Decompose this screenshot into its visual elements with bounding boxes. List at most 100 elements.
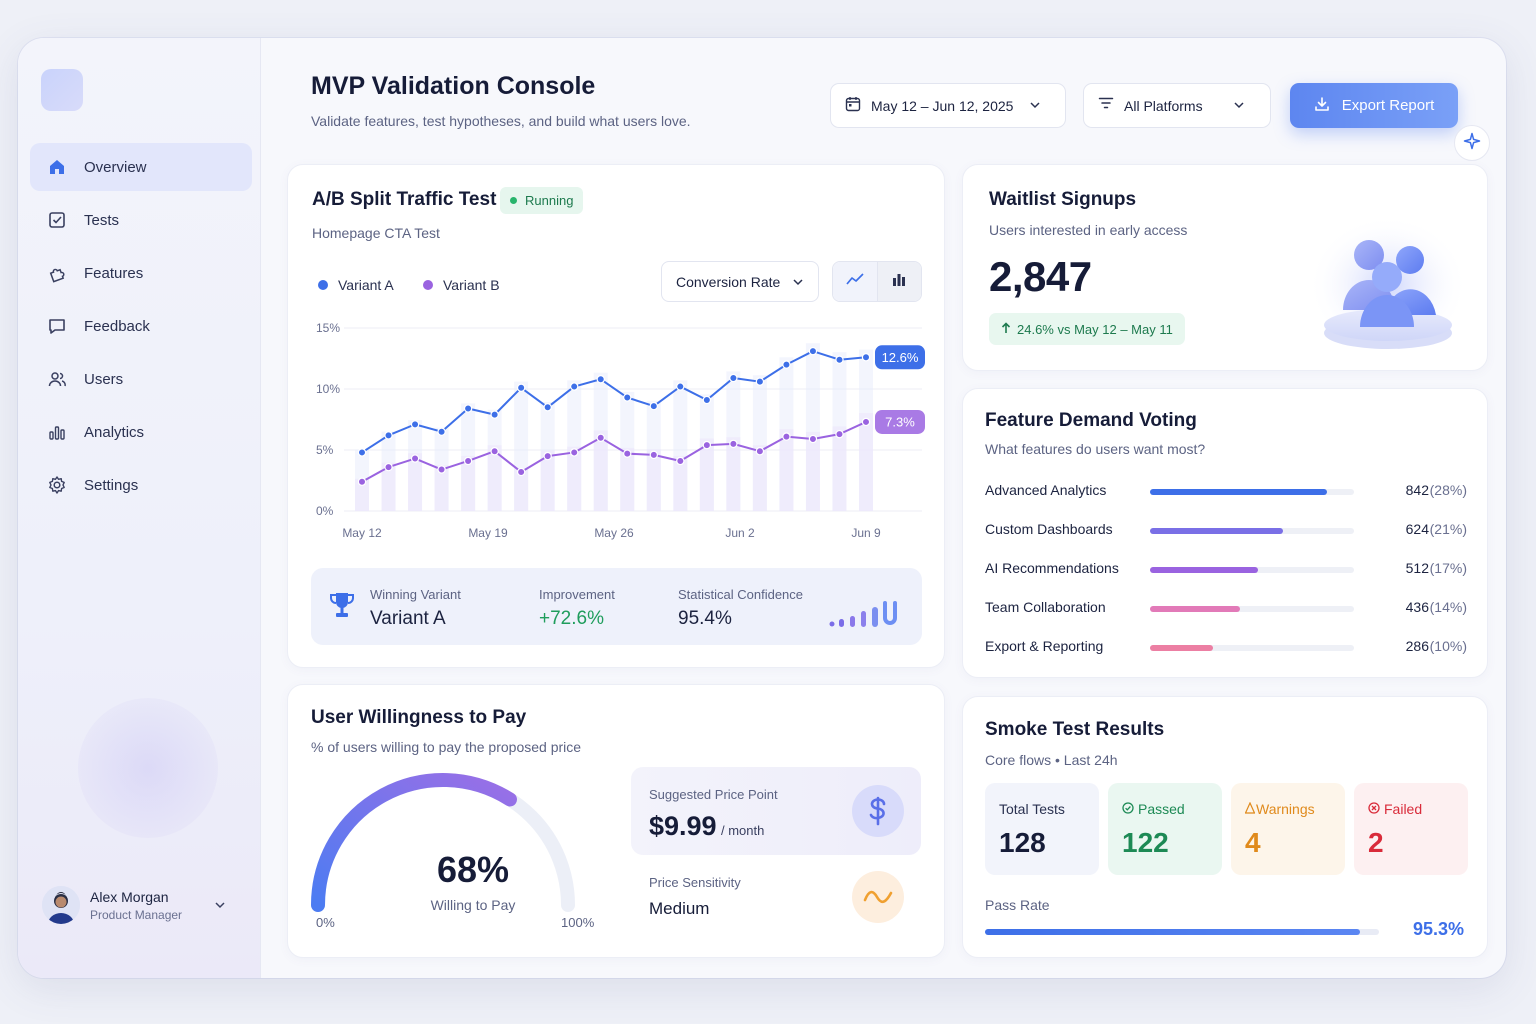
sidebar-item-analytics[interactable]: Analytics [30, 408, 252, 456]
data-point[interactable] [570, 448, 579, 457]
improvement-label: Improvement [539, 587, 615, 602]
voting-row-count: 512 [1405, 560, 1429, 576]
background-bar-b [434, 465, 449, 511]
export-report-button[interactable]: Export Report [1290, 83, 1458, 128]
data-point[interactable] [463, 404, 473, 413]
data-point[interactable] [384, 431, 393, 440]
sidebar-item-tests[interactable]: Tests [30, 196, 252, 244]
data-point[interactable] [782, 360, 791, 369]
background-bar-b [381, 462, 396, 511]
voting-row-track [1150, 489, 1354, 495]
data-point[interactable] [649, 401, 658, 411]
data-point[interactable] [729, 439, 738, 449]
line-chart-toggle[interactable] [833, 262, 877, 301]
check-circle-icon [1122, 801, 1134, 817]
voting-row[interactable]: AI Recommendations 512 (17%) [985, 559, 1467, 579]
data-point[interactable] [676, 456, 685, 466]
data-point[interactable] [755, 447, 765, 456]
waitlist-trend: 24.6% vs May 12 – May 11 [989, 313, 1185, 345]
data-point[interactable] [463, 456, 473, 466]
voting-row[interactable]: Custom Dashboards 624 (21%) [985, 520, 1467, 540]
willingness-subtitle: % of users willing to pay the proposed p… [311, 739, 582, 755]
data-point[interactable] [543, 451, 552, 461]
data-point[interactable] [410, 420, 420, 429]
voting-row-percent: (17%) [1429, 560, 1467, 576]
voting-row[interactable]: Advanced Analytics 842 (28%) [985, 481, 1467, 501]
chevron-down-icon [1029, 98, 1041, 114]
data-point[interactable] [702, 395, 712, 405]
background-bar-b [408, 453, 423, 511]
data-point[interactable] [729, 373, 738, 383]
data-point[interactable] [835, 355, 844, 364]
date-range-label: May 12 – Jun 12, 2025 [871, 97, 1014, 114]
data-point[interactable] [357, 477, 367, 486]
calendar-icon [845, 96, 861, 115]
user-profile[interactable]: Alex Morgan Product Manager [42, 886, 242, 924]
data-point[interactable] [835, 429, 844, 439]
sidebar-item-settings[interactable]: Settings [30, 461, 252, 509]
data-point[interactable] [490, 447, 499, 456]
voting-row-track [1150, 645, 1354, 651]
tile-passed[interactable]: Passed 122 [1108, 783, 1222, 875]
data-point[interactable] [516, 467, 526, 477]
data-point[interactable] [490, 410, 499, 419]
data-point[interactable] [437, 465, 446, 474]
date-range-picker[interactable]: May 12 – Jun 12, 2025 [830, 83, 1066, 128]
voting-row-label: Advanced Analytics [985, 482, 1107, 498]
app-logo[interactable] [41, 69, 83, 111]
data-point[interactable] [676, 382, 685, 391]
data-point[interactable] [702, 440, 712, 450]
data-point[interactable] [410, 454, 420, 463]
background-bar-b [567, 446, 582, 511]
data-point[interactable] [623, 449, 632, 458]
data-point[interactable] [357, 448, 367, 457]
background-bar-b [593, 430, 608, 511]
chevron-down-icon [792, 275, 804, 291]
voting-row-track [1150, 567, 1354, 573]
ab-test-subtitle: Homepage CTA Test [312, 225, 440, 241]
voting-row-track [1150, 528, 1354, 534]
data-point[interactable] [861, 417, 871, 427]
platform-filter[interactable]: All Platforms [1083, 83, 1271, 128]
data-point[interactable] [543, 403, 552, 412]
data-point[interactable] [808, 346, 818, 356]
background-bar-b [859, 413, 873, 511]
data-point[interactable] [596, 433, 605, 443]
tile-warnings[interactable]: Warnings 4 [1231, 783, 1345, 875]
data-point[interactable] [861, 353, 871, 362]
data-point[interactable] [623, 393, 632, 402]
pass-rate-bar [985, 929, 1379, 935]
data-point[interactable] [570, 382, 579, 391]
data-point[interactable] [649, 450, 658, 460]
voting-row-fill [1150, 567, 1259, 573]
data-point[interactable] [782, 432, 791, 441]
improvement-value: +72.6% [539, 608, 604, 629]
y-tick-label: 0% [316, 504, 334, 518]
data-point[interactable] [808, 434, 818, 444]
ai-assistant-button[interactable] [1454, 125, 1490, 161]
sidebar-item-feedback[interactable]: Feedback [30, 302, 252, 350]
sidebar-item-overview[interactable]: Overview [30, 143, 252, 191]
tile-failed[interactable]: Failed 2 [1354, 783, 1468, 875]
voting-row-label: Export & Reporting [985, 638, 1104, 654]
chat-icon [46, 315, 68, 337]
chevron-down-icon[interactable] [214, 898, 226, 916]
voting-row[interactable]: Team Collaboration 436 (14%) [985, 598, 1467, 618]
sidebar-item-features[interactable]: Features [30, 249, 252, 297]
status-badge: Running [500, 187, 584, 214]
tile-total-tests[interactable]: Total Tests 128 [985, 783, 1099, 875]
data-point[interactable] [384, 462, 393, 472]
voting-row[interactable]: Export & Reporting 286 (10%) [985, 637, 1467, 657]
data-point[interactable] [596, 375, 605, 384]
sidebar: Overview Tests Features Feedback [18, 38, 261, 978]
data-point[interactable] [437, 427, 446, 436]
background-bar-b [646, 449, 661, 511]
data-point[interactable] [516, 383, 526, 392]
y-tick-label: 5% [316, 443, 334, 457]
sparkle-icon [1463, 132, 1481, 155]
sidebar-item-users[interactable]: Users [30, 355, 252, 403]
metric-select[interactable]: Conversion Rate [661, 261, 819, 302]
background-bar-b [779, 429, 794, 511]
bar-chart-toggle[interactable] [876, 262, 921, 301]
data-point[interactable] [755, 377, 765, 386]
